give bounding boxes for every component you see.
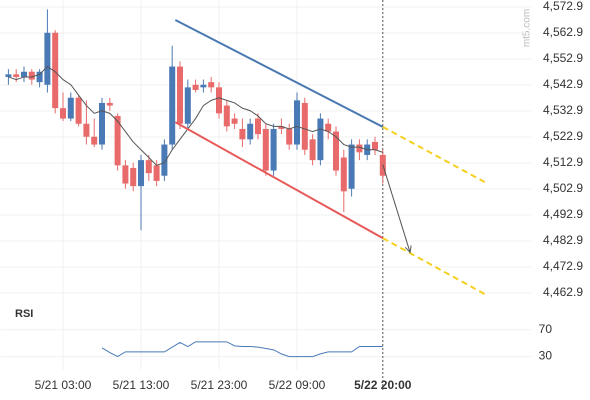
candle-body bbox=[28, 71, 35, 80]
candle-body bbox=[169, 66, 176, 145]
candle-body bbox=[21, 71, 27, 77]
candle-body bbox=[106, 102, 113, 106]
y-tick-label: 4,552.9 bbox=[543, 51, 583, 65]
x-tick-label: 5/22 09:00 bbox=[269, 378, 326, 392]
candle-body bbox=[5, 74, 12, 77]
candle-body bbox=[317, 118, 324, 161]
y-tick-label: 4,532.9 bbox=[543, 103, 583, 117]
candle-body bbox=[372, 141, 378, 150]
y-tick-label: 4,482.9 bbox=[543, 233, 583, 247]
y-tick-label: 4,472.9 bbox=[543, 259, 583, 273]
candle-body bbox=[75, 97, 82, 124]
candle-body bbox=[333, 131, 339, 171]
candle-body bbox=[36, 71, 43, 83]
candle-body bbox=[83, 123, 90, 137]
candle-body bbox=[340, 157, 347, 192]
candle-body bbox=[294, 100, 300, 145]
rsi-line bbox=[101, 341, 383, 358]
candle-body bbox=[309, 139, 316, 161]
candle-body bbox=[99, 102, 105, 145]
candle-body bbox=[216, 87, 222, 114]
trendline bbox=[382, 125, 488, 184]
y-tick-label: 4,522.9 bbox=[543, 129, 583, 143]
y-tick-label: 4,492.9 bbox=[543, 207, 583, 221]
x-tick-label: 5/21 03:00 bbox=[35, 378, 92, 392]
candle-body bbox=[161, 144, 168, 176]
candle-body bbox=[60, 108, 66, 119]
y-tick-label: 4,502.9 bbox=[543, 181, 583, 195]
y-tick-label: 4,572.9 bbox=[543, 0, 583, 13]
y-tick-label: 4,512.9 bbox=[543, 155, 583, 169]
candle-body bbox=[192, 84, 199, 90]
candle-body bbox=[278, 126, 285, 129]
candle-body bbox=[286, 128, 293, 145]
candle-body bbox=[231, 118, 238, 124]
rsi-tick-label: 70 bbox=[539, 322, 553, 336]
candle-body bbox=[208, 82, 215, 88]
candle-body bbox=[122, 165, 129, 184]
candle-body bbox=[44, 32, 51, 85]
candle-body bbox=[91, 136, 98, 145]
candle-body bbox=[247, 123, 254, 140]
candle-body bbox=[270, 128, 277, 171]
candle-body bbox=[138, 160, 144, 187]
candle-body bbox=[223, 105, 230, 127]
y-tick-label: 4,462.9 bbox=[543, 285, 583, 299]
x-tick-label: 5/21 13:00 bbox=[113, 378, 170, 392]
candle-body bbox=[348, 144, 355, 189]
candle-body bbox=[153, 165, 160, 181]
candle-body bbox=[145, 160, 152, 174]
candle-body bbox=[184, 87, 191, 124]
trendline bbox=[174, 19, 384, 128]
candle-body bbox=[177, 66, 183, 124]
candle-body bbox=[325, 123, 332, 132]
candle-body bbox=[114, 115, 121, 166]
candle-body bbox=[130, 167, 137, 187]
candle-body bbox=[255, 118, 261, 135]
candle-body bbox=[262, 128, 269, 171]
candle-body bbox=[67, 97, 74, 119]
watermark: mt5.com bbox=[522, 9, 533, 47]
arrow-head bbox=[404, 245, 412, 254]
trendline bbox=[174, 121, 384, 240]
x-tick-label: 5/21 23:00 bbox=[191, 378, 248, 392]
y-tick-label: 4,562.9 bbox=[543, 25, 583, 39]
candle-body bbox=[52, 32, 59, 109]
rsi-tick-label: 30 bbox=[539, 349, 553, 363]
rsi-title: RSI bbox=[15, 308, 33, 320]
candle-body bbox=[13, 74, 20, 77]
candle-body bbox=[356, 144, 363, 153]
y-tick-label: 4,542.9 bbox=[543, 77, 583, 91]
average-line bbox=[8, 65, 383, 166]
candle-body bbox=[200, 84, 207, 88]
forecast-arrow bbox=[382, 164, 411, 253]
candle-body bbox=[301, 102, 308, 150]
candle-body bbox=[239, 128, 246, 140]
